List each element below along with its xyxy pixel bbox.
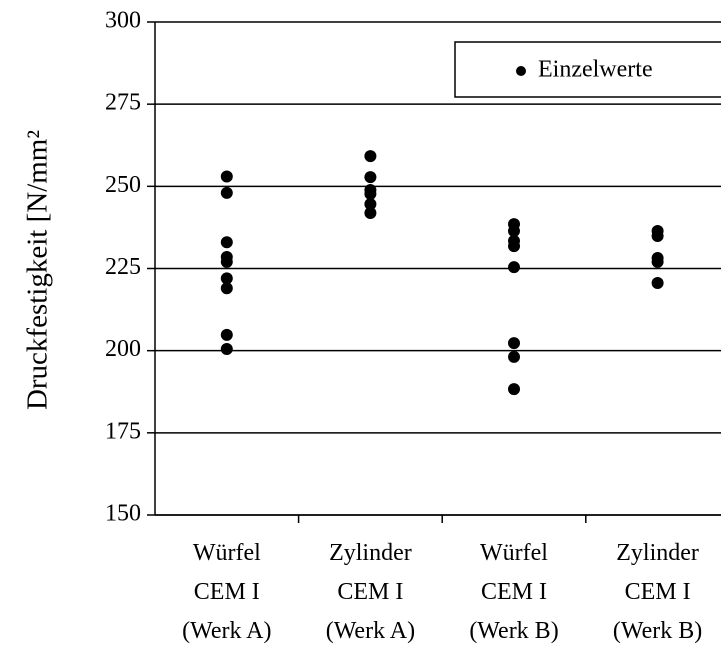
y-tick-label: 300 (105, 8, 141, 34)
x-tick-label: Zylinder (616, 540, 699, 566)
y-tick-label: 200 (105, 336, 141, 362)
point (508, 383, 520, 396)
x-tick-label: Würfel (480, 540, 548, 566)
point (651, 276, 664, 289)
x-tick-label: CEM I (194, 579, 260, 605)
legend-box (454, 41, 721, 98)
point (220, 328, 233, 341)
point (508, 337, 520, 350)
point (220, 186, 233, 199)
point (220, 272, 233, 285)
point (508, 261, 520, 274)
point (220, 282, 233, 295)
x-tick-label: (Werk A) (326, 618, 415, 644)
legend-label: Einzelwerte (538, 57, 653, 83)
point (364, 187, 377, 200)
x-tick-label: (Werk A) (182, 618, 271, 644)
y-tick-label: 150 (105, 501, 141, 527)
point (651, 255, 664, 268)
x-tick-label: CEM I (337, 579, 403, 605)
y-tick-label: 275 (105, 90, 141, 116)
point (364, 171, 377, 184)
point (364, 198, 377, 211)
point (364, 150, 377, 163)
point (220, 236, 233, 249)
y-axis-label: Druckfestigkeit [N/mm² (22, 130, 54, 410)
point (508, 350, 520, 363)
point (220, 170, 233, 183)
y-tick-label: 225 (105, 254, 141, 280)
legend-marker (516, 66, 526, 76)
point (508, 225, 520, 238)
point (220, 255, 233, 268)
x-tick-label: (Werk B) (613, 618, 702, 644)
x-tick-label: CEM I (481, 579, 547, 605)
y-tick-label: 175 (105, 418, 141, 444)
x-tick-label: CEM I (625, 579, 691, 605)
point (364, 206, 377, 219)
x-tick-label: Würfel (193, 540, 261, 566)
x-tick-label: Zylinder (329, 540, 412, 566)
point (220, 343, 233, 356)
y-tick-label: 250 (105, 172, 141, 198)
point (651, 229, 664, 242)
x-tick-label: (Werk B) (469, 618, 558, 644)
point (508, 240, 520, 253)
